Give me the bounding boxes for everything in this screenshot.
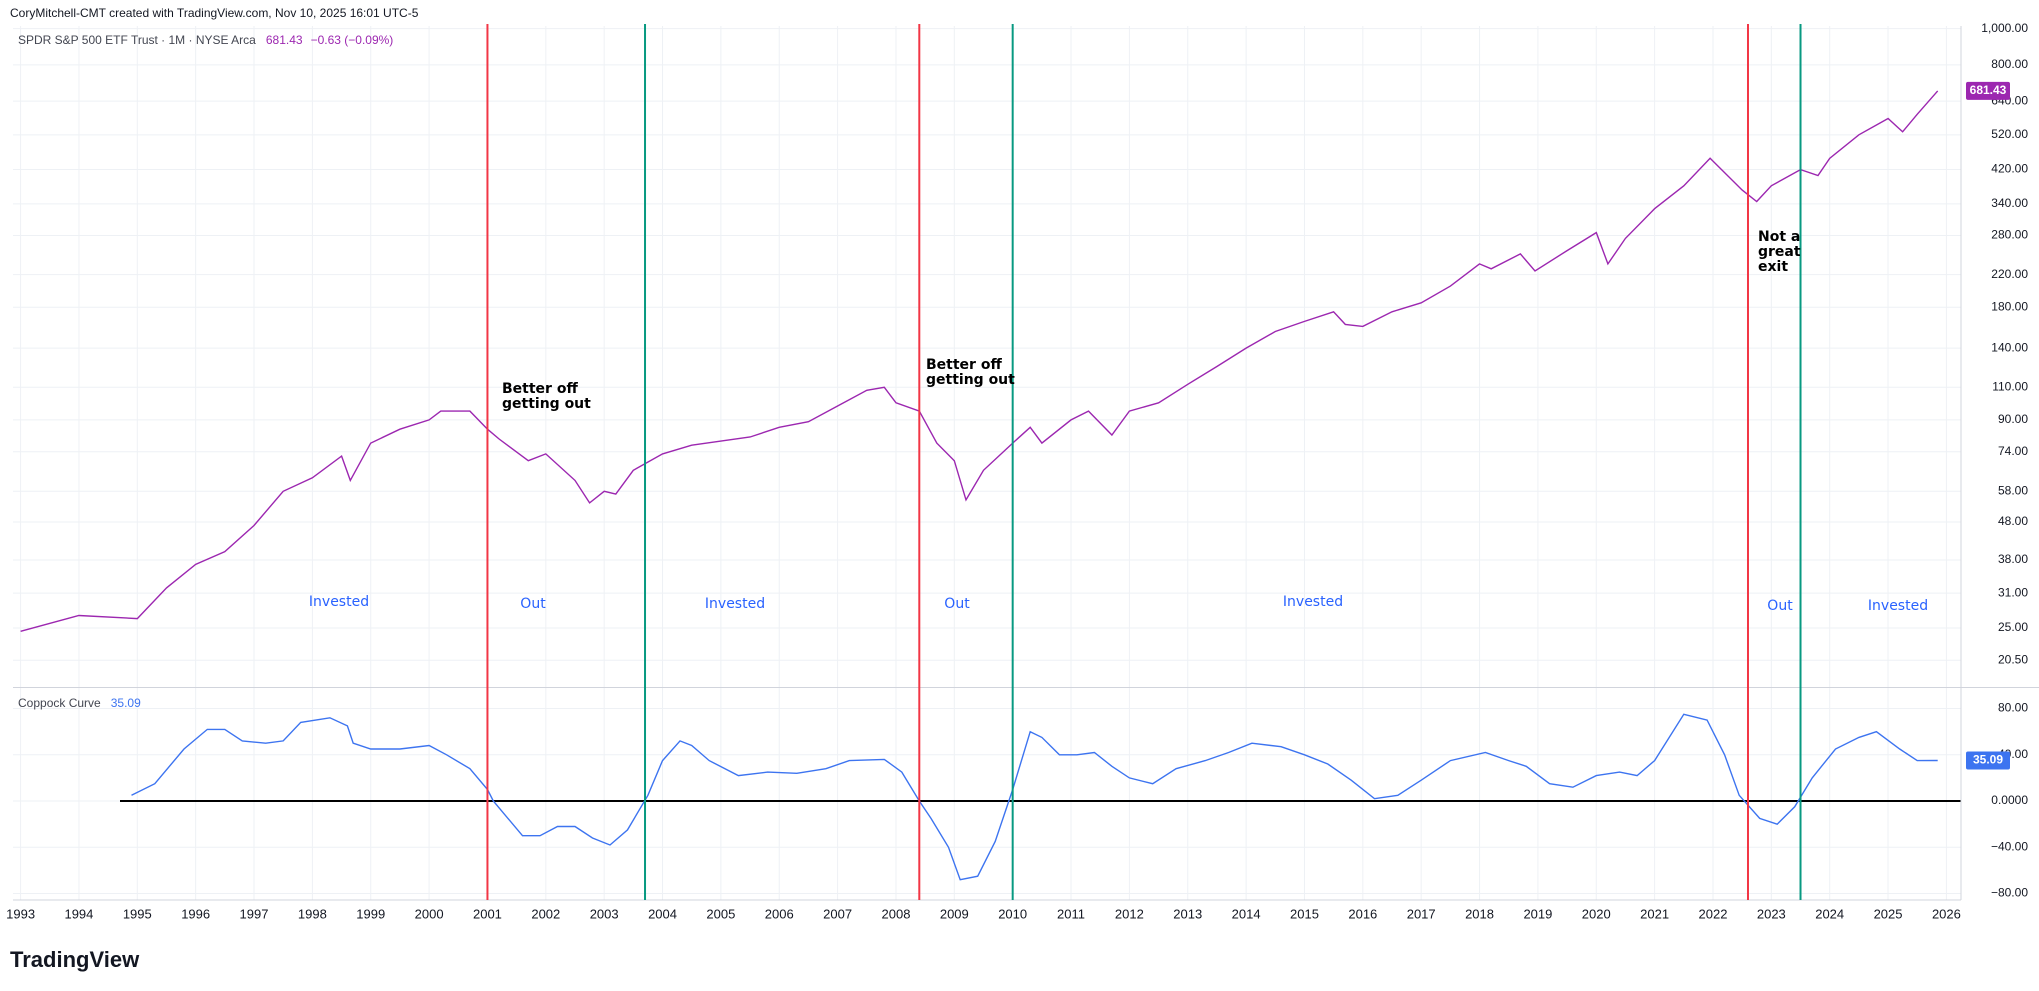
x-tick-label: 1999 xyxy=(356,906,385,921)
x-tick-label: 2010 xyxy=(998,906,1027,921)
region-label: Out xyxy=(944,596,970,612)
attribution: CoryMitchell-CMT created with TradingVie… xyxy=(10,6,419,20)
last-value-badge xyxy=(1966,81,2010,100)
x-tick-label: 2016 xyxy=(1348,906,1377,921)
legend-title: Coppock Curve xyxy=(18,696,101,710)
region-label: Out xyxy=(1767,598,1793,614)
x-tick-label: 2021 xyxy=(1640,906,1669,921)
x-tick-label: 2008 xyxy=(882,906,911,921)
x-tick-label: 2005 xyxy=(706,906,735,921)
x-tick-label: 2014 xyxy=(1232,906,1261,921)
y-tick-label: −40.00 xyxy=(1991,839,2028,853)
y-tick-label: 20.50 xyxy=(1998,652,2028,666)
x-tick-label: 2007 xyxy=(823,906,852,921)
x-tick-label: 1994 xyxy=(64,906,93,921)
x-tick-label: 2020 xyxy=(1582,906,1611,921)
region-label: Invested xyxy=(308,594,370,610)
last-value-label: 681.43 xyxy=(1970,83,2007,97)
x-tick-label: 1995 xyxy=(123,906,152,921)
y-tick-label: 340.00 xyxy=(1991,196,2028,210)
y-tick-label: 220.00 xyxy=(1991,267,2028,281)
y-tick-label: 0.0000 xyxy=(1991,793,2028,807)
x-tick-label: 2012 xyxy=(1115,906,1144,921)
y-tick-label: 280.00 xyxy=(1991,228,2028,242)
annotation: Better off getting out xyxy=(926,357,1015,388)
y-tick-label: 180.00 xyxy=(1991,299,2028,313)
y-tick-label: −80.00 xyxy=(1991,886,2028,900)
x-tick-label: 2006 xyxy=(765,906,794,921)
x-tick-label: 2002 xyxy=(531,906,560,921)
region-label: Invested xyxy=(1867,598,1929,614)
y-tick-label: 48.00 xyxy=(1998,514,2028,528)
y-tick-label: 420.00 xyxy=(1991,162,2028,176)
legend-change: −0.63 (−0.09%) xyxy=(311,33,394,47)
y-tick-label: 25.00 xyxy=(1998,620,2028,634)
y-tick-label: 31.00 xyxy=(1998,585,2028,599)
annotation: Not a great exit xyxy=(1758,229,1801,275)
x-tick-label: 2013 xyxy=(1173,906,1202,921)
y-tick-label: 80.00 xyxy=(1998,701,2028,715)
x-tick-label: 2011 xyxy=(1057,906,1085,921)
region-label: Invested xyxy=(704,596,766,612)
legend-value: 35.09 xyxy=(111,696,141,710)
legend-title: SPDR S&P 500 ETF Trust · 1M · NYSE Arca xyxy=(18,33,256,47)
x-tick-label: 2025 xyxy=(1874,906,1903,921)
y-tick-label: 38.00 xyxy=(1998,552,2028,566)
logo: TradingView xyxy=(10,947,140,972)
x-tick-label: 2026 xyxy=(1932,906,1961,921)
region-label: Out xyxy=(520,596,546,612)
x-tick-label: 2022 xyxy=(1699,906,1728,921)
x-tick-label: 2023 xyxy=(1757,906,1786,921)
series-line xyxy=(131,713,1938,881)
last-value-badge xyxy=(1966,751,2010,770)
legend-value: 681.43 xyxy=(266,33,303,47)
x-tick-label: 1997 xyxy=(240,906,269,921)
x-tick-label: 2024 xyxy=(1815,906,1844,921)
y-tick-label: 58.00 xyxy=(1998,483,2028,497)
y-tick-label: 1,000.00 xyxy=(1981,21,2028,35)
y-tick-label: 520.00 xyxy=(1991,127,2028,141)
y-tick-label: 140.00 xyxy=(1991,340,2028,354)
x-tick-label: 2000 xyxy=(415,906,444,921)
y-tick-label: 110.00 xyxy=(1992,379,2028,393)
x-tick-label: 2019 xyxy=(1523,906,1552,921)
x-tick-label: 1998 xyxy=(298,906,327,921)
x-tick-label: 2009 xyxy=(940,906,969,921)
x-tick-label: 2003 xyxy=(590,906,619,921)
y-tick-label: 74.00 xyxy=(1998,444,2028,458)
x-tick-label: 2015 xyxy=(1290,906,1319,921)
x-tick-label: 2004 xyxy=(648,906,677,921)
x-tick-label: 2001 xyxy=(473,906,502,921)
x-tick-label: 1996 xyxy=(181,906,210,921)
annotation: Better off getting out xyxy=(502,381,591,412)
x-tick-label: 2017 xyxy=(1407,906,1436,921)
x-tick-label: 2018 xyxy=(1465,906,1494,921)
x-tick-label: 1993 xyxy=(6,906,35,921)
y-tick-label: 90.00 xyxy=(1998,412,2028,426)
last-value-label: 35.09 xyxy=(1973,753,2003,767)
y-tick-label: 800.00 xyxy=(1991,57,2028,71)
region-label: Invested xyxy=(1282,594,1344,610)
